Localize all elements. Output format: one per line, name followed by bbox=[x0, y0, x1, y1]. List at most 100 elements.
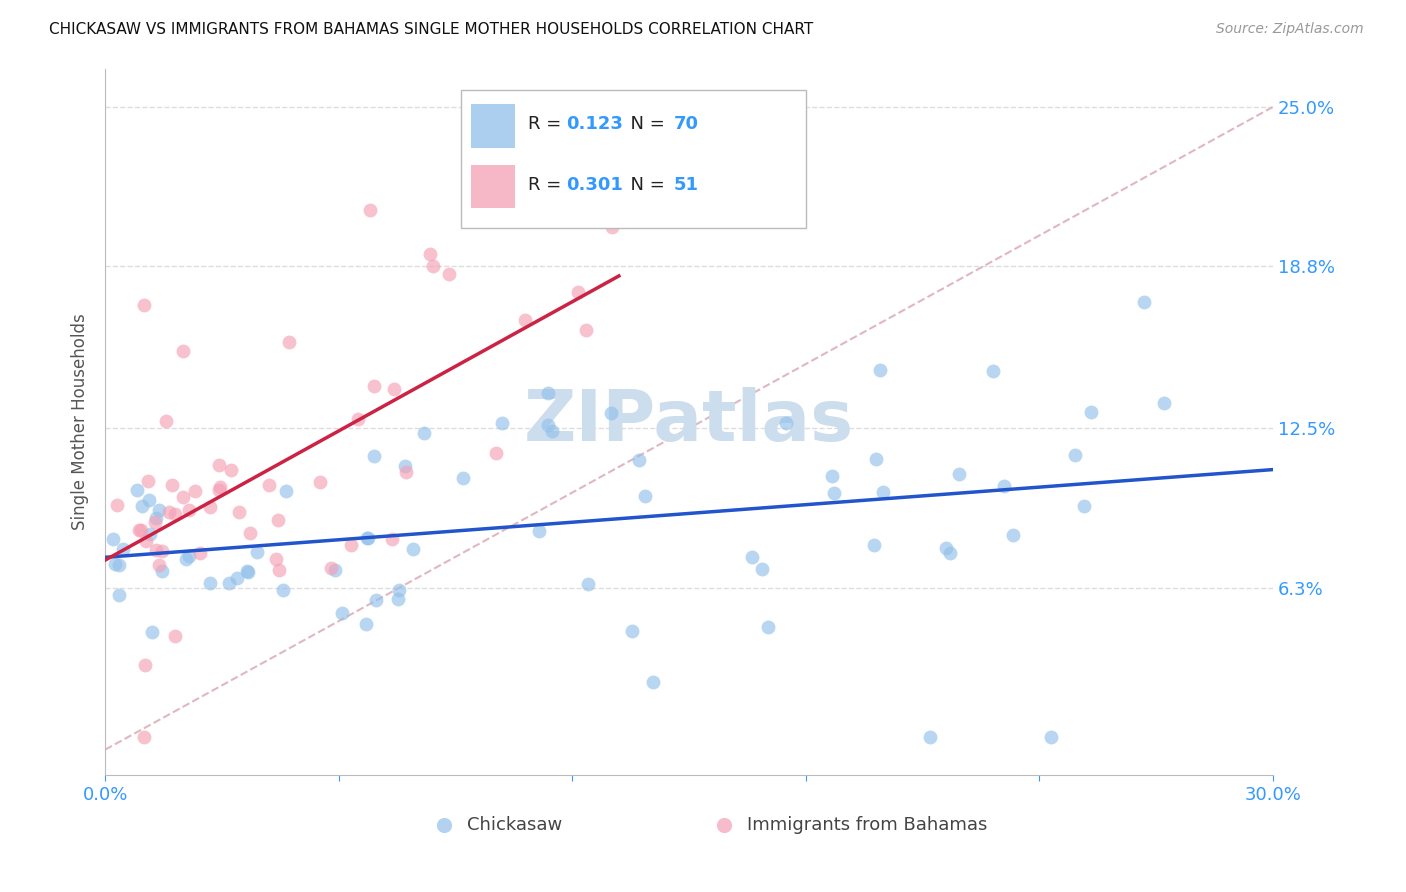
Text: ZIPatlas: ZIPatlas bbox=[524, 387, 853, 457]
Point bbox=[225, 571, 247, 585]
Point bbox=[219, 463, 242, 477]
Text: Immigrants from Bahamas: Immigrants from Bahamas bbox=[748, 816, 987, 834]
Point bbox=[359, 202, 381, 217]
Point bbox=[981, 364, 1004, 378]
Point bbox=[148, 503, 170, 517]
Point bbox=[155, 415, 177, 429]
Point bbox=[1153, 395, 1175, 409]
Point bbox=[148, 558, 170, 572]
FancyBboxPatch shape bbox=[471, 165, 515, 209]
Point bbox=[163, 508, 186, 522]
Text: 0.123: 0.123 bbox=[567, 115, 623, 133]
Point bbox=[174, 552, 197, 566]
Point bbox=[643, 675, 665, 690]
Point bbox=[172, 491, 194, 505]
Point bbox=[576, 576, 599, 591]
Point bbox=[412, 426, 434, 441]
Point bbox=[188, 547, 211, 561]
Point bbox=[208, 479, 231, 493]
Text: Chickasaw: Chickasaw bbox=[467, 816, 562, 834]
Point bbox=[357, 531, 380, 545]
Point bbox=[939, 546, 962, 560]
Text: 0.301: 0.301 bbox=[567, 176, 623, 194]
Point bbox=[134, 658, 156, 673]
Point bbox=[402, 541, 425, 556]
Point bbox=[485, 445, 508, 459]
Point bbox=[1073, 499, 1095, 513]
Point bbox=[382, 382, 405, 396]
Point bbox=[821, 469, 844, 483]
Point bbox=[172, 344, 194, 359]
Point bbox=[339, 538, 361, 552]
Point bbox=[1063, 448, 1085, 462]
Point bbox=[179, 503, 201, 517]
Point bbox=[165, 629, 187, 643]
Point bbox=[266, 513, 288, 527]
Point bbox=[356, 531, 378, 545]
Point bbox=[756, 620, 779, 634]
Point bbox=[920, 730, 942, 744]
FancyBboxPatch shape bbox=[461, 90, 806, 227]
Point bbox=[135, 534, 157, 549]
Point bbox=[246, 545, 269, 559]
Point bbox=[536, 417, 558, 432]
FancyBboxPatch shape bbox=[471, 103, 515, 148]
Text: CHICKASAW VS IMMIGRANTS FROM BAHAMAS SINGLE MOTHER HOUSEHOLDS CORRELATION CHART: CHICKASAW VS IMMIGRANTS FROM BAHAMAS SIN… bbox=[49, 22, 814, 37]
Point bbox=[104, 557, 127, 571]
Point bbox=[145, 511, 167, 525]
Point bbox=[271, 583, 294, 598]
Point bbox=[993, 479, 1015, 493]
Text: Source: ZipAtlas.com: Source: ZipAtlas.com bbox=[1216, 22, 1364, 37]
Point bbox=[125, 483, 148, 497]
Point bbox=[621, 624, 644, 639]
Point bbox=[1133, 294, 1156, 309]
Point bbox=[309, 475, 332, 489]
Point bbox=[363, 379, 385, 393]
Point bbox=[540, 424, 562, 438]
Point bbox=[1039, 730, 1062, 744]
Text: N =: N = bbox=[619, 176, 671, 194]
Point bbox=[332, 607, 354, 621]
Point bbox=[131, 499, 153, 513]
Y-axis label: Single Mother Households: Single Mother Households bbox=[72, 314, 89, 531]
Point bbox=[387, 592, 409, 607]
Text: N =: N = bbox=[619, 115, 671, 133]
Point bbox=[775, 416, 797, 430]
Point bbox=[238, 566, 260, 580]
Point bbox=[239, 525, 262, 540]
Point bbox=[395, 465, 418, 479]
Point bbox=[266, 552, 288, 566]
Point bbox=[823, 486, 845, 500]
Point bbox=[129, 523, 152, 537]
Text: 70: 70 bbox=[673, 115, 699, 133]
Text: R =: R = bbox=[527, 176, 567, 194]
Point bbox=[267, 563, 290, 577]
Point bbox=[872, 485, 894, 500]
Point bbox=[274, 484, 297, 499]
Point bbox=[567, 285, 589, 299]
Point bbox=[451, 471, 474, 485]
Point bbox=[177, 549, 200, 563]
Point bbox=[128, 523, 150, 537]
Point bbox=[363, 449, 385, 463]
Point bbox=[157, 505, 180, 519]
Point bbox=[356, 616, 378, 631]
Point bbox=[138, 492, 160, 507]
Point bbox=[105, 499, 128, 513]
Point bbox=[751, 562, 773, 576]
Point bbox=[388, 582, 411, 597]
Point bbox=[218, 576, 240, 591]
Point bbox=[162, 478, 184, 492]
Point bbox=[141, 625, 163, 640]
Point bbox=[198, 500, 221, 515]
Point bbox=[134, 730, 156, 744]
Point bbox=[184, 483, 207, 498]
Point bbox=[419, 246, 441, 260]
Point bbox=[138, 527, 160, 541]
Point bbox=[1002, 528, 1025, 542]
Point bbox=[278, 334, 301, 349]
Point bbox=[103, 533, 125, 547]
Point bbox=[381, 533, 404, 547]
Point bbox=[491, 416, 513, 430]
Point bbox=[627, 453, 650, 467]
